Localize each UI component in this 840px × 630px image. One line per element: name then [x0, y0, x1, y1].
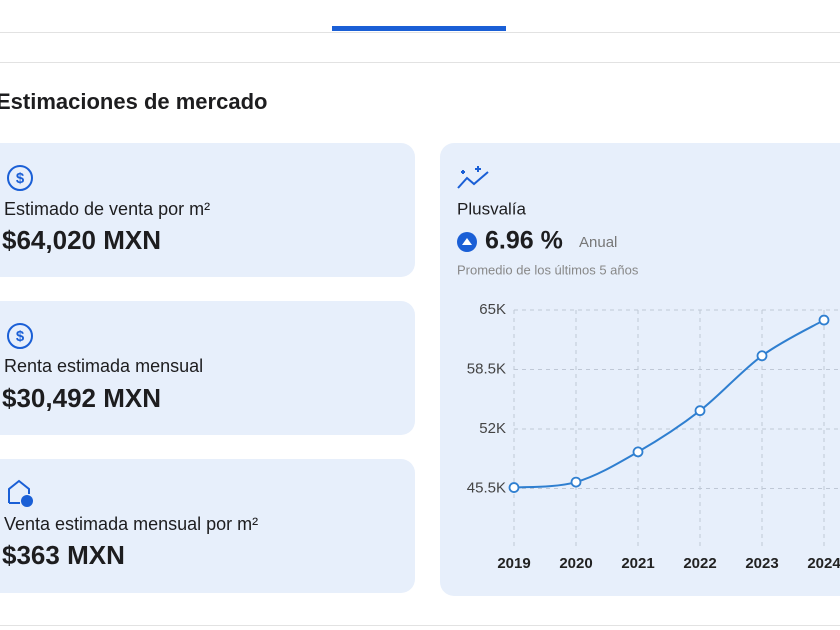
- y-tick-label: 58.5K: [467, 360, 506, 377]
- point: [570, 476, 582, 488]
- svg-text:$: $: [16, 170, 25, 187]
- card-label: Estimado de venta por m²: [4, 199, 210, 219]
- x-tick-label: 2021: [621, 555, 654, 572]
- chart-card: [440, 143, 840, 596]
- trend-icon: [457, 166, 489, 189]
- house-icon: [8, 479, 33, 507]
- y-tick-label: 45.5K: [467, 479, 506, 496]
- x-tick-label: 2020: [559, 555, 592, 572]
- section-title: Estimaciones de mercado: [0, 89, 267, 114]
- x-tick-label: 2022: [683, 555, 716, 572]
- point: [756, 350, 768, 362]
- x-tick-label: 2023: [745, 555, 778, 572]
- card-label: Venta estimada mensual por m²: [4, 514, 258, 534]
- chart: 2019 2020 2021 2022 2023 2024 45.5K 52K 58.5K 65K: [467, 301, 840, 572]
- y-tick-label: 65K: [479, 301, 506, 318]
- x-tick-label: 2019: [497, 555, 530, 572]
- point: [632, 446, 644, 458]
- y-tick-label: 52K: [479, 420, 506, 437]
- active-tab-indicator[interactable]: [332, 26, 506, 31]
- card-value: $64,020 MXN: [2, 225, 161, 255]
- svg-text:$: $: [16, 328, 25, 345]
- dollar-icon: $: [7, 323, 33, 349]
- card-value: $30,492 MXN: [2, 383, 161, 413]
- point: [508, 482, 520, 493]
- card: [0, 301, 415, 435]
- up-arrow: [462, 238, 472, 245]
- card-value: $363 MXN: [2, 540, 125, 570]
- point: [694, 405, 706, 417]
- card: [0, 143, 415, 277]
- plusvalia-rate: 6.96 %: [485, 227, 563, 255]
- point: [818, 314, 830, 326]
- x-tick-label: 2024: [807, 555, 840, 572]
- card: [0, 459, 415, 593]
- dollar-icon: $: [7, 165, 33, 191]
- plusvalia-note: Promedio de los últimos 5 años: [457, 262, 639, 277]
- card-label: Renta estimada mensual: [4, 356, 203, 376]
- plusvalia-period: Anual: [579, 234, 617, 251]
- plusvalia-title: Plusvalía: [457, 199, 527, 218]
